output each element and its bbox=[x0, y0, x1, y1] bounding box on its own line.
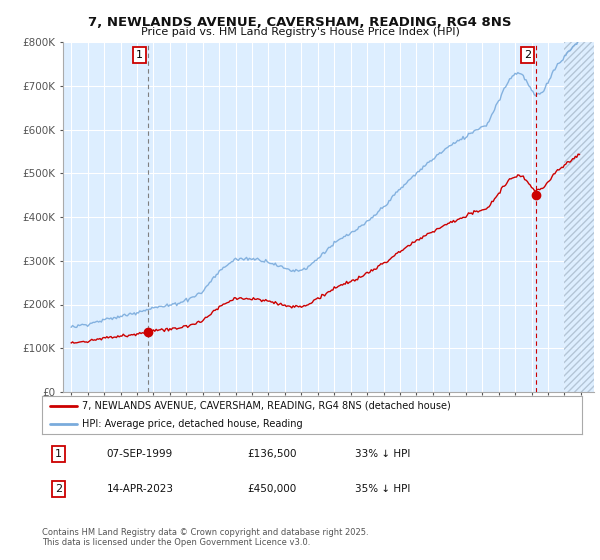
Text: 35% ↓ HPI: 35% ↓ HPI bbox=[355, 484, 410, 494]
Text: 07-SEP-1999: 07-SEP-1999 bbox=[107, 449, 173, 459]
Text: 2: 2 bbox=[524, 50, 531, 60]
Bar bbox=[565, 42, 594, 392]
Text: 33% ↓ HPI: 33% ↓ HPI bbox=[355, 449, 410, 459]
Text: 7, NEWLANDS AVENUE, CAVERSHAM, READING, RG4 8NS: 7, NEWLANDS AVENUE, CAVERSHAM, READING, … bbox=[88, 16, 512, 29]
Text: 1: 1 bbox=[136, 50, 143, 60]
Text: 2: 2 bbox=[55, 484, 62, 494]
Bar bbox=[565, 42, 594, 392]
Text: 14-APR-2023: 14-APR-2023 bbox=[107, 484, 174, 494]
Text: Contains HM Land Registry data © Crown copyright and database right 2025.
This d: Contains HM Land Registry data © Crown c… bbox=[42, 528, 368, 548]
Text: Price paid vs. HM Land Registry's House Price Index (HPI): Price paid vs. HM Land Registry's House … bbox=[140, 27, 460, 37]
Text: HPI: Average price, detached house, Reading: HPI: Average price, detached house, Read… bbox=[83, 419, 303, 429]
Text: 7, NEWLANDS AVENUE, CAVERSHAM, READING, RG4 8NS (detached house): 7, NEWLANDS AVENUE, CAVERSHAM, READING, … bbox=[83, 401, 451, 411]
Text: 1: 1 bbox=[55, 449, 62, 459]
Text: £450,000: £450,000 bbox=[247, 484, 296, 494]
Text: £136,500: £136,500 bbox=[247, 449, 296, 459]
